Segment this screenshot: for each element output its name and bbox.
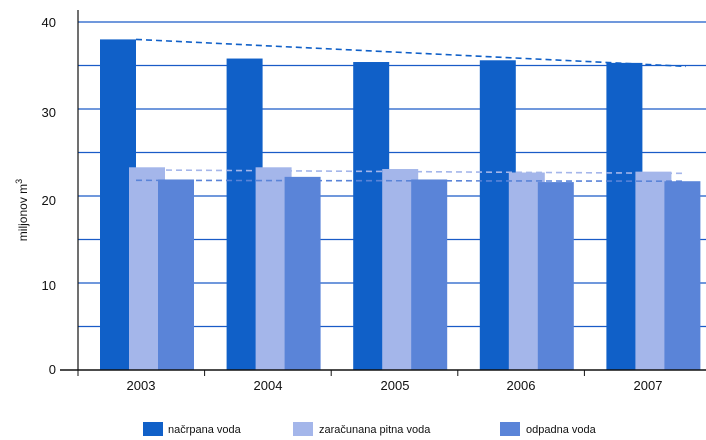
legend-swatch-nacrpana-voda	[143, 422, 163, 436]
y-axis-title: miljonov m3	[14, 179, 30, 241]
x-tick-label-2005: 2005	[381, 378, 410, 393]
x-tick-label-2003: 2003	[127, 378, 156, 393]
bar-odpadna-voda-2007	[664, 181, 701, 370]
y-axis-title-superscript: 3	[14, 179, 24, 184]
y-tick-label-10: 10	[42, 278, 56, 293]
y-axis-title-text: miljonov m	[16, 184, 30, 241]
legend-swatch-zaracunana-pitna-voda	[293, 422, 313, 436]
trend-line-odpadna-voda	[135, 179, 687, 183]
legend-swatch-odpadna-voda	[500, 422, 520, 436]
legend-label-nacrpana-voda: načrpana voda	[168, 424, 242, 436]
legend-label-zaracunana-pitna-voda: zaračunana pitna voda	[319, 424, 431, 436]
bars	[100, 39, 701, 371]
trend-line-nacrpana-voda	[135, 38, 687, 68]
y-tick-label-40: 40	[42, 15, 56, 30]
trend-lines	[135, 38, 687, 183]
legend-label-odpadna-voda: odpadna voda	[526, 424, 597, 436]
x-tick-label-2007: 2007	[634, 378, 663, 393]
legend: načrpana voda zaračunana pitna voda odpa…	[143, 422, 597, 436]
bar-odpadna-voda-2006	[537, 182, 574, 370]
y-tick-label-30: 30	[42, 105, 56, 120]
x-tick-label-2004: 2004	[254, 378, 283, 393]
bar-odpadna-voda-2004	[284, 176, 321, 370]
y-tick-labels: 0 10 20 30 40	[42, 15, 56, 377]
y-tick-label-0: 0	[49, 362, 56, 377]
trend-line-zaracunana-pitna-voda	[135, 169, 687, 175]
bar-odpadna-voda-2003	[158, 179, 194, 370]
bar-odpadna-voda-2005	[411, 179, 448, 370]
axes	[60, 10, 706, 376]
x-tick-label-2006: 2006	[507, 378, 536, 393]
x-tick-labels: 2003 2004 2005 2006 2007	[127, 378, 663, 393]
svg-text:miljonov m3: miljonov m3	[14, 179, 30, 241]
y-tick-label-20: 20	[42, 193, 56, 208]
